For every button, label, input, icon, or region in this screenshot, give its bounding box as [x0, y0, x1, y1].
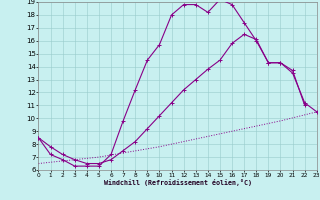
X-axis label: Windchill (Refroidissement éolien,°C): Windchill (Refroidissement éolien,°C)	[104, 179, 252, 186]
